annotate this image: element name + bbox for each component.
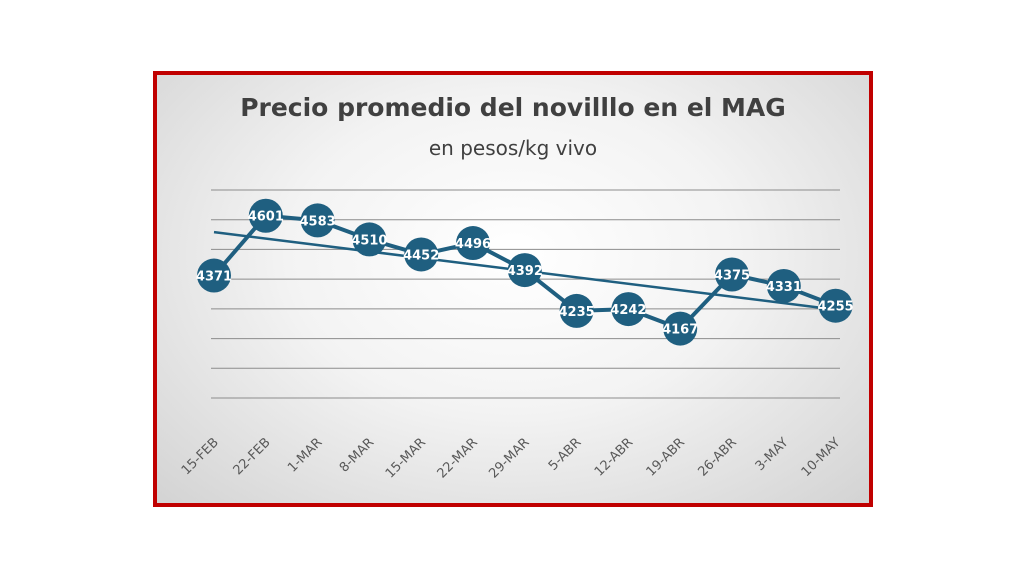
data-label: 4235 bbox=[559, 305, 595, 320]
data-label: 4255 bbox=[818, 300, 854, 315]
x-tick-label: 22-MAR bbox=[435, 435, 481, 481]
data-label: 4583 bbox=[300, 214, 336, 229]
x-tick-label: 22-FEB bbox=[231, 435, 274, 478]
x-tick-label: 29-MAR bbox=[486, 435, 532, 481]
x-tick-label: 10-MAY bbox=[799, 435, 844, 480]
data-point bbox=[507, 253, 542, 288]
x-tick-label: 19-ABR bbox=[644, 435, 688, 479]
data-point bbox=[766, 268, 801, 303]
data-point bbox=[300, 203, 335, 238]
data-point bbox=[818, 288, 853, 323]
data-point bbox=[715, 257, 749, 292]
data-point bbox=[663, 311, 698, 346]
data-point bbox=[248, 198, 283, 233]
data-point bbox=[559, 293, 594, 328]
chart-frame: Precio promedio del novilllo en el MAG e… bbox=[153, 71, 873, 507]
chart-title: Precio promedio del novilllo en el MAG bbox=[240, 93, 786, 122]
data-label: 4496 bbox=[455, 237, 491, 252]
data-label: 4392 bbox=[507, 264, 543, 279]
data-label: 4167 bbox=[662, 323, 698, 338]
x-tick-label: 1-MAR bbox=[285, 435, 325, 475]
data-point bbox=[456, 226, 490, 261]
data-label: 4242 bbox=[610, 303, 646, 318]
x-tick-label: 5-ABR bbox=[546, 435, 585, 474]
x-tick-label: 15-FEB bbox=[179, 435, 222, 478]
x-tick-label: 12-ABR bbox=[592, 435, 636, 479]
data-point bbox=[197, 258, 231, 293]
data-label: 4601 bbox=[248, 210, 284, 225]
x-tick-label: 15-MAR bbox=[383, 435, 429, 481]
data-label: 4331 bbox=[766, 280, 802, 295]
x-tick-label: 8-MAR bbox=[337, 435, 377, 475]
x-tick-label: 3-MAY bbox=[753, 435, 792, 474]
data-label: 4510 bbox=[351, 233, 387, 248]
data-label: 4452 bbox=[403, 248, 439, 263]
chart-subtitle: en pesos/kg vivo bbox=[428, 136, 598, 160]
data-point bbox=[352, 222, 387, 257]
data-point bbox=[611, 292, 646, 327]
data-label: 4375 bbox=[714, 269, 750, 284]
data-point bbox=[404, 237, 439, 272]
x-tick-label: 26-ABR bbox=[695, 435, 739, 479]
data-label: 4371 bbox=[196, 270, 232, 285]
line-chart: 4371 4601 4583 4510 4452 4496 4392 4235 4242 4167… bbox=[179, 189, 854, 481]
